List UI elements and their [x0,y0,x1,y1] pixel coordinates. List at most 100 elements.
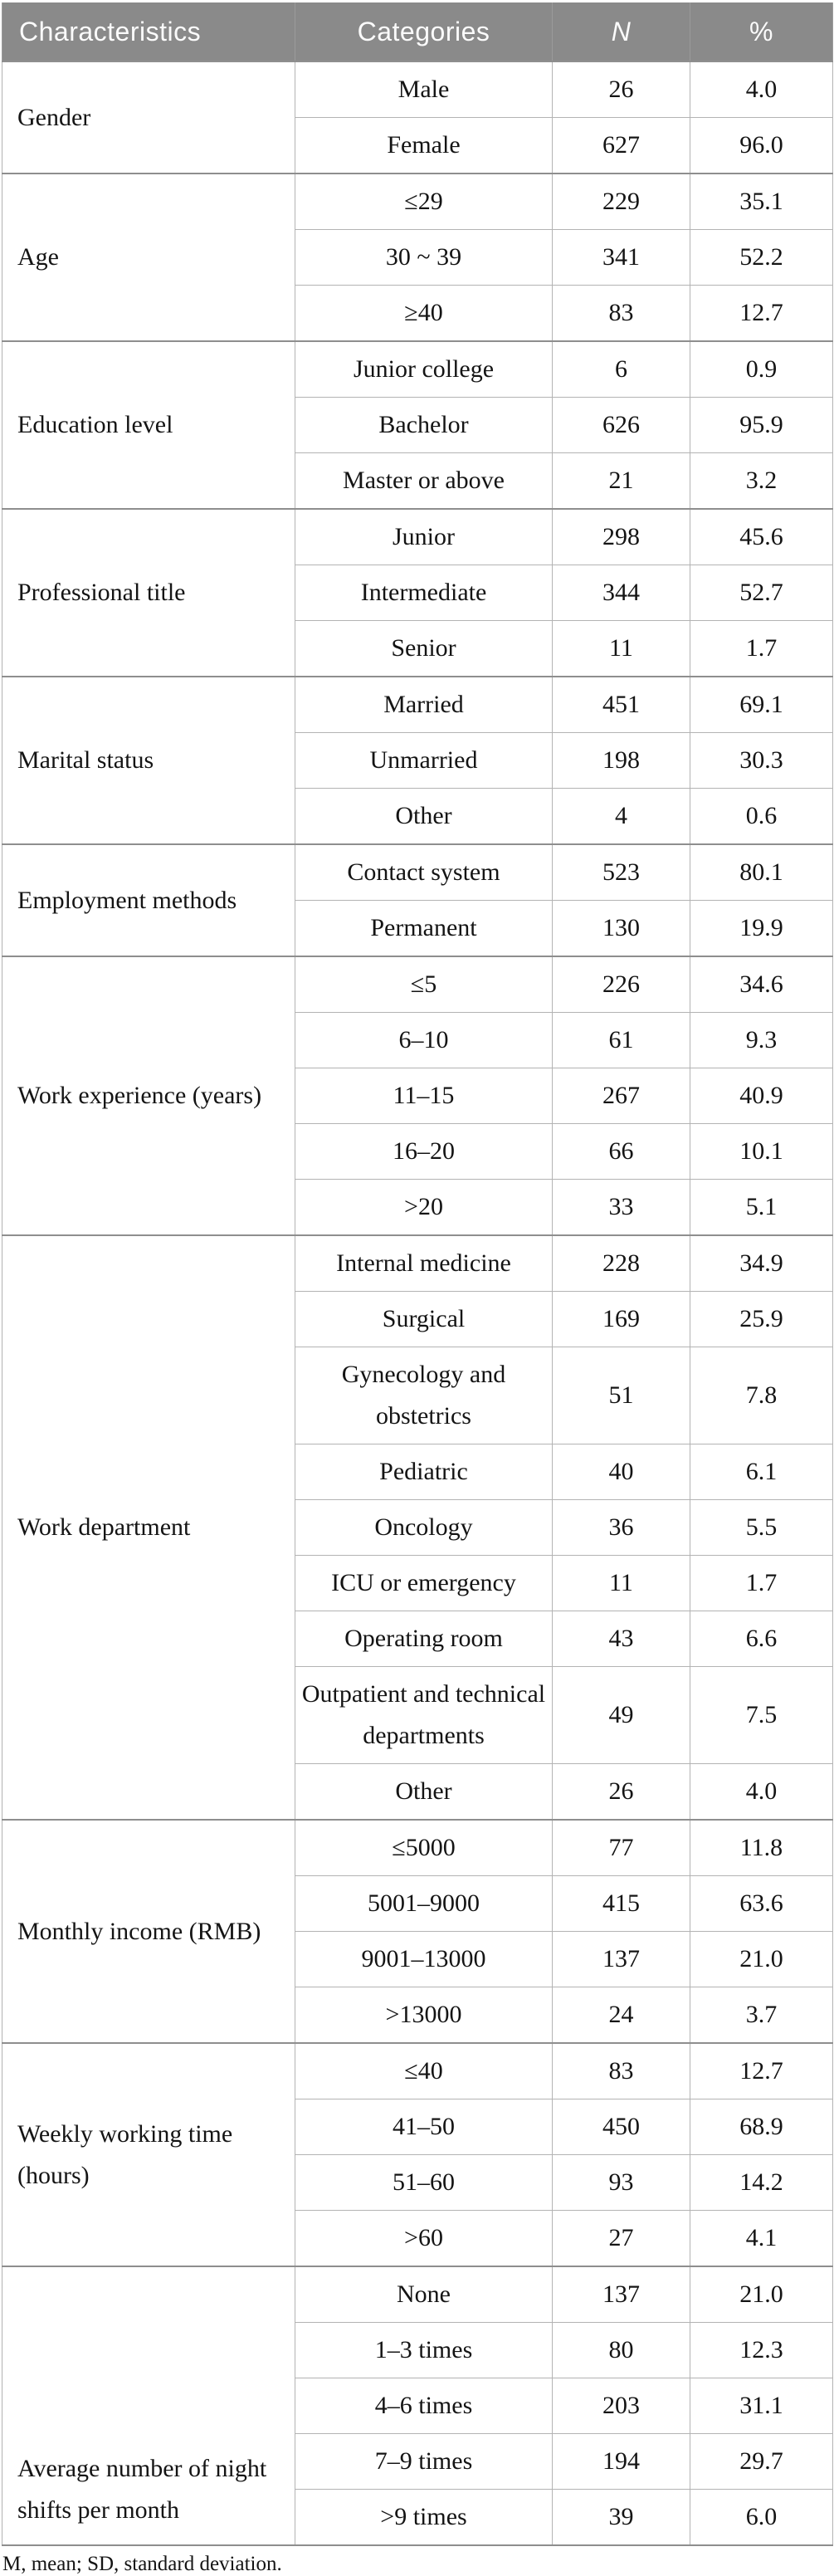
percent-cell: 31.1 [690,2378,833,2434]
category-cell: >60 [295,2210,553,2267]
table-row: Intermediate 344 52.7 [2,565,833,621]
n-cell: 24 [552,1987,690,2044]
characteristic-cell: Gender [2,61,295,174]
n-cell: 6 [552,340,690,398]
percent-cell: 30.3 [690,732,833,789]
table-row: 6–10 61 9.3 [2,1012,833,1068]
category-cell: Male [295,61,553,118]
category-cell: Bachelor [295,397,553,453]
n-cell: 39 [552,2489,690,2546]
table-row: Other 26 4.0 [2,1763,833,1821]
category-cell: Surgical [295,1291,553,1347]
category-cell: 6–10 [295,1012,553,1068]
percent-cell: 12.7 [690,2042,833,2099]
category-cell: Other [295,788,553,845]
n-cell: 49 [552,1666,690,1764]
table-row: Female 627 96.0 [2,117,833,174]
n-cell: 77 [552,1819,690,1876]
percent-cell: 14.2 [690,2154,833,2211]
table-row: 11–15 267 40.9 [2,1068,833,1124]
percent-cell: 96.0 [690,117,833,174]
percent-cell: 9.3 [690,1012,833,1068]
n-cell: 203 [552,2378,690,2434]
n-cell: 4 [552,788,690,845]
category-cell: Other [295,1763,553,1821]
table-row: Marital status Married 451 69.1 [2,676,833,845]
percent-cell: 6.6 [690,1611,833,1667]
table-row: Gender Male 26 4.0 [2,61,833,174]
characteristic-cell: Monthly income (RMB) [2,1819,295,2044]
percent-cell: 0.9 [690,340,833,398]
table-row: 30 ~ 39 341 52.2 [2,229,833,286]
category-cell: ICU or emergency [295,1555,553,1611]
column-header-characteristics: Characteristics [2,2,295,62]
characteristic-cell: Professional title [2,508,295,677]
table-row: Gynecology and obstetrics 51 7.8 [2,1347,833,1444]
category-cell: Married [295,676,553,733]
percent-cell: 4.0 [690,1763,833,1821]
table-row: Weekly working time (hours) ≤40 83 12.7 [2,2042,833,2267]
category-cell: >9 times [295,2489,553,2546]
characteristic-cell: Education level [2,340,295,510]
n-cell: 51 [552,1347,690,1444]
table-row: 16–20 66 10.1 [2,1123,833,1180]
table-row: 1–3 times 80 12.3 [2,2322,833,2378]
percent-cell: 6.1 [690,1444,833,1500]
category-cell: 11–15 [295,1068,553,1124]
table-header: Characteristics Categories N % [2,2,833,62]
percent-cell: 45.6 [690,508,833,565]
category-cell: Senior [295,620,553,677]
n-cell: 228 [552,1234,690,1292]
category-cell: 51–60 [295,2154,553,2211]
percent-cell: 3.7 [690,1987,833,2044]
percent-cell: 7.8 [690,1347,833,1444]
category-cell: 9001–13000 [295,1931,553,1987]
table-row: Work department Internal medicine 228 34.9 [2,1234,833,1821]
percent-cell: 68.9 [690,2099,833,2155]
table-row: Other 4 0.6 [2,788,833,845]
n-cell: 36 [552,1499,690,1556]
percent-cell: 1.7 [690,620,833,677]
table-body: Gender Male 26 4.0 Female 627 96.0 Age ≤29 229 35.… [2,61,833,2546]
percent-cell: 40.9 [690,1068,833,1124]
table-row: Master or above 21 3.2 [2,452,833,510]
n-cell: 137 [552,1931,690,1987]
category-cell: ≤29 [295,173,553,230]
characteristic-cell: Work experience (years) [2,956,295,1236]
n-cell: 21 [552,452,690,510]
n-cell: 80 [552,2322,690,2378]
category-cell: Intermediate [295,565,553,621]
characteristic-cell: Age [2,173,295,342]
table-row: 51–60 93 14.2 [2,2154,833,2211]
percent-cell: 69.1 [690,676,833,733]
category-cell: Gynecology and obstetrics [295,1347,553,1444]
table-footnote: M, mean; SD, standard deviation. [2,2553,282,2575]
percent-cell: 5.1 [690,1179,833,1236]
column-header-percent: % [690,2,833,62]
table-row: Unmarried 198 30.3 [2,732,833,789]
category-cell: Unmarried [295,732,553,789]
category-cell: >13000 [295,1987,553,2044]
percent-cell: 11.8 [690,1819,833,1876]
percent-cell: 29.7 [690,2433,833,2490]
category-cell: 16–20 [295,1123,553,1180]
percent-cell: 19.9 [690,900,833,957]
category-cell: >20 [295,1179,553,1236]
table-row: >20 33 5.1 [2,1179,833,1236]
table-row: >60 27 4.1 [2,2210,833,2267]
table-row: Professional title Junior 298 45.6 [2,508,833,677]
percent-cell: 10.1 [690,1123,833,1180]
characteristic-cell: Employment methods [2,843,295,957]
category-cell: Outpatient and technical departments [295,1666,553,1764]
percent-cell: 12.7 [690,285,833,342]
n-cell: 83 [552,2042,690,2099]
n-cell: 344 [552,565,690,621]
category-cell: 41–50 [295,2099,553,2155]
n-cell: 523 [552,843,690,901]
n-cell: 11 [552,620,690,677]
n-cell: 43 [552,1611,690,1667]
n-cell: 451 [552,676,690,733]
characteristic-cell: Average number of night shifts per month [2,2266,295,2546]
n-cell: 226 [552,956,690,1013]
